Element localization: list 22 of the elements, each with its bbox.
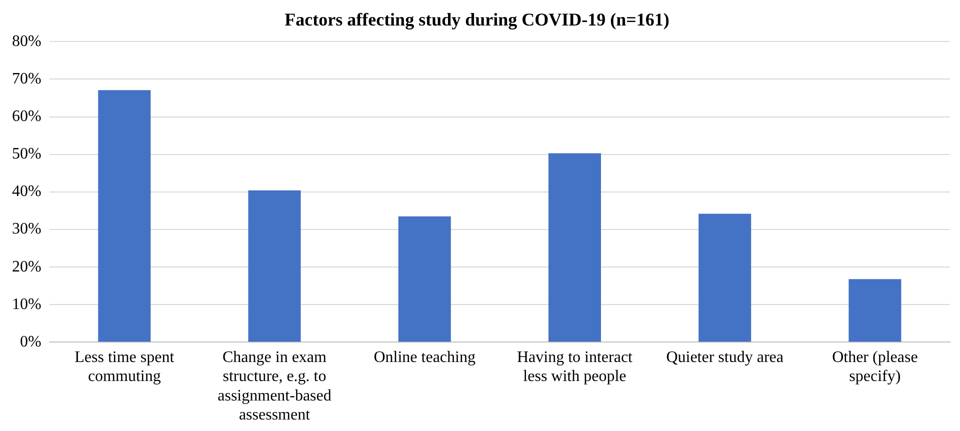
- y-tick-label: 70%: [12, 70, 42, 88]
- bar: [248, 190, 301, 342]
- bar: [698, 214, 752, 342]
- x-tick-label: Less time spent commuting: [74, 349, 175, 386]
- bar: [548, 153, 601, 342]
- y-tick-label: 20%: [12, 258, 42, 276]
- y-tick-label: 30%: [12, 220, 42, 238]
- bar: [98, 90, 151, 342]
- x-tick-label: Online teaching: [374, 349, 476, 366]
- x-tick-label: Other (please specify): [832, 349, 918, 386]
- y-tick-label: 60%: [12, 108, 42, 125]
- y-tick-label: 80%: [12, 32, 42, 50]
- bar: [848, 279, 902, 342]
- y-tick-label: 40%: [12, 183, 42, 200]
- x-tick-label: Quieter study area: [666, 349, 784, 366]
- chart-title: Factors affecting study during COVID-19 (n=161): [284, 9, 670, 30]
- x-tick-label: Having to interact less with people: [516, 349, 634, 386]
- x-tick-label: Change in exam structure, e.g. to assignment-based assessment: [218, 349, 332, 424]
- y-tick-label: 0%: [20, 333, 42, 350]
- y-tick-label: 50%: [12, 146, 42, 163]
- y-tick-label: 10%: [12, 296, 42, 313]
- bar: [398, 216, 451, 342]
